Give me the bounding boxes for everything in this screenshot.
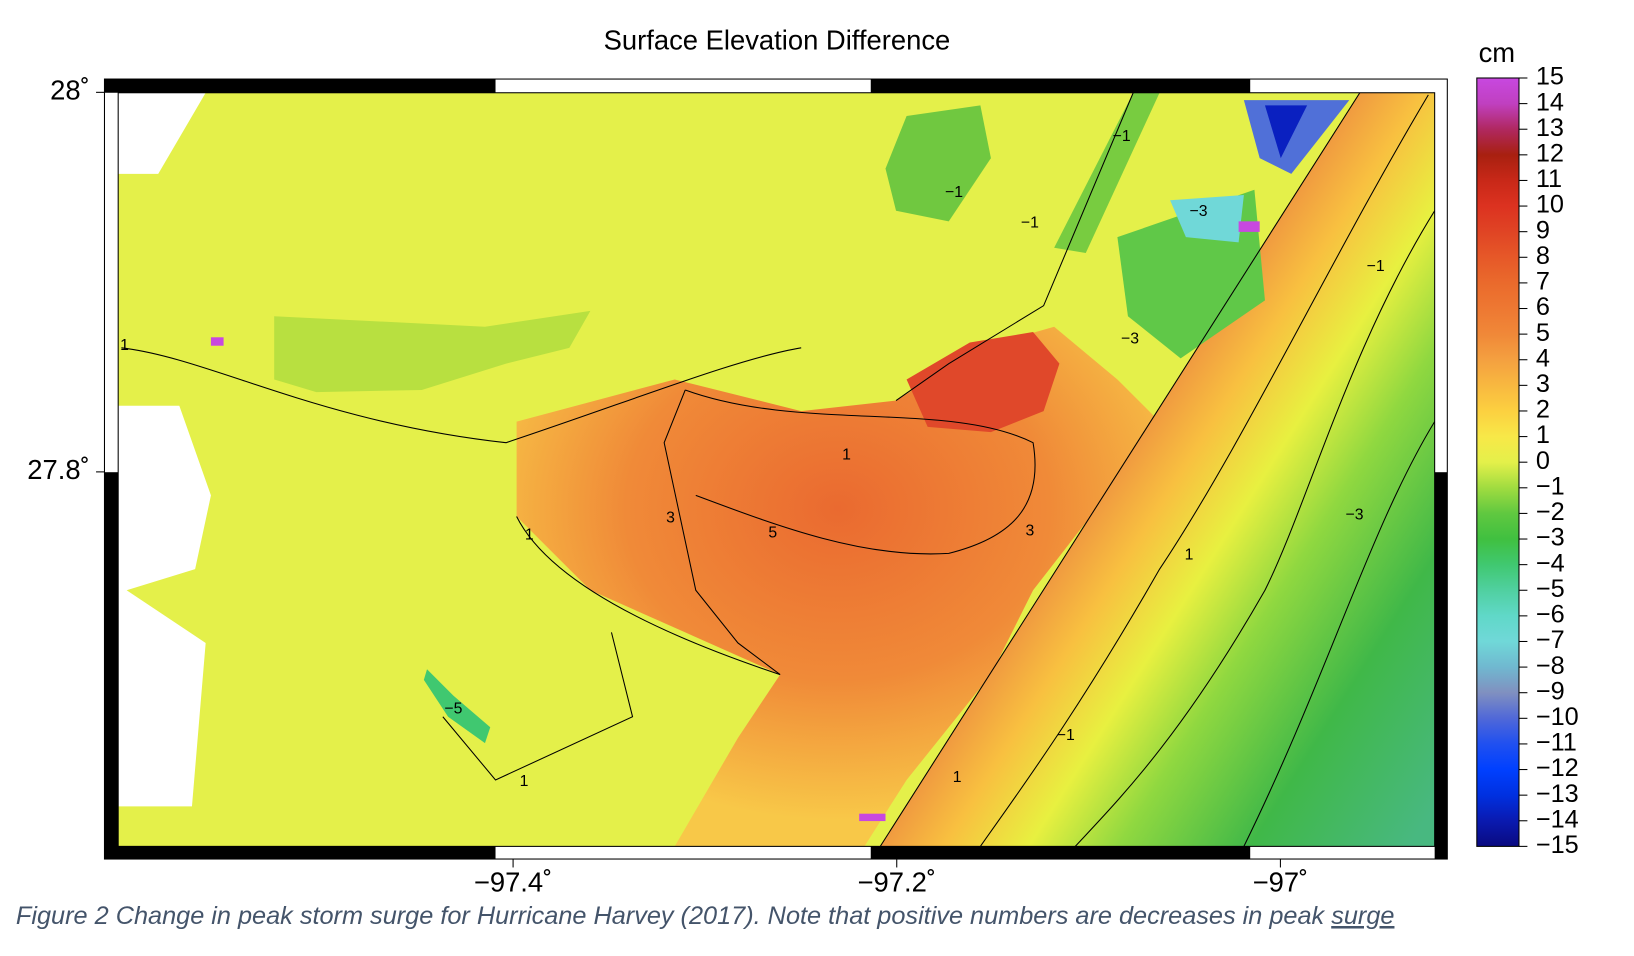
colorbar-tick-label: 2 [1536,396,1550,424]
map-frame [117,92,1436,847]
high-difference [859,813,886,822]
colorbar [1476,77,1520,847]
colorbar-tick-label: −13 [1536,780,1579,808]
colorbar-tick-label: −15 [1536,831,1579,859]
y-tick-label: 27.8˚ [27,454,89,485]
colorbar-tick-label: 5 [1536,319,1550,347]
contour-line [685,389,1036,555]
low-difference [423,669,491,744]
high-difference [906,332,1060,433]
contour-line [895,92,1134,401]
contour-label: 3 [1026,522,1035,539]
colorbar-tick-label: −12 [1536,754,1579,782]
contour-label: −3 [1190,203,1208,220]
colorbar-tick-label: −3 [1536,524,1565,552]
land [118,92,206,174]
coastline [879,92,1361,847]
contour-label: 1 [520,773,529,790]
frame-bar [104,846,496,860]
contour-line [663,389,781,675]
contour-label: −1 [1113,128,1131,145]
contour-label: −1 [1021,215,1039,232]
colorbar-tick-label: −8 [1536,652,1565,680]
colorbar-tick-label: 9 [1536,216,1550,244]
colorbar-tick-label: 15 [1536,63,1564,91]
contour-label: 1 [525,527,534,544]
y-tick-label: 28˚ [50,75,90,106]
colorbar-tick-label: 4 [1536,344,1550,372]
contour-line [121,347,802,444]
colorbar-tick-label: −14 [1536,805,1579,833]
contour-label: 1 [120,337,129,354]
contour-label: 3 [666,510,675,527]
contour-line [1243,421,1435,847]
colorbar-tick-label: −6 [1536,601,1565,629]
contour-line [1074,210,1435,847]
contour-label: 1 [842,447,851,464]
x-tick-label: −97.4˚ [474,867,552,898]
map-frame [103,78,1448,860]
colorbar-tick-label: −9 [1536,677,1565,705]
contour-label: −5 [444,701,462,718]
low-difference [885,105,991,222]
colorbar-tick-label: 3 [1536,370,1550,398]
colorbar-tick-label: 14 [1536,88,1564,116]
frame-bar [104,472,119,860]
low-difference [1170,194,1244,243]
colorbar-tick-label: 6 [1536,293,1550,321]
colorbar-tick-label: −5 [1536,575,1565,603]
colorbar-tick-label: 11 [1536,165,1562,193]
colorbar-tick-label: −10 [1536,703,1579,731]
frame-bar [104,79,496,93]
colorbar-tick-label: −11 [1536,729,1577,757]
colorbar-tick-label: 13 [1536,114,1564,142]
colorbar-tick-label: 7 [1536,268,1550,296]
contours [121,92,1435,847]
caption: Figure 2 Change in peak storm surge for … [16,902,1395,930]
contour-line [442,632,634,781]
map-title: Surface Elevation Difference [604,24,951,55]
colorbar-tick-label: −2 [1536,498,1565,526]
frame-bar [870,79,1251,93]
frame-bar [1434,472,1448,860]
contour-label: 1 [953,769,962,786]
low-difference [1264,105,1308,159]
map-area: 1 3 5 1 3 −1 −1 −1 −3 −3 1 −1 −1 1 −3 −5 1 1 [118,92,1435,847]
high-difference [1238,221,1260,232]
colorbar-tick-label: 12 [1536,140,1564,168]
caption-link: surge [1331,902,1394,930]
contour-line [979,94,1429,847]
contour-label: −1 [945,184,963,201]
contour-label: −3 [1346,507,1364,524]
colorbar-tick-label: −7 [1536,626,1565,654]
contour-labels: 1 3 5 1 3 −1 −1 −1 −3 −3 1 −1 −1 1 −3 −5 1 1 [120,128,1385,790]
x-tick-label: −97˚ [1253,867,1309,898]
gulf [880,92,1435,847]
colorbar-tick-label: 0 [1536,447,1550,475]
colorbar-tick-label: 10 [1536,191,1564,219]
x-tick-label: −97.2˚ [858,867,936,898]
contour-label: 5 [768,525,777,542]
colorbar-tick-label: −4 [1536,549,1565,577]
colorbar-tick-label: −1 [1536,472,1565,500]
colorbar-tick-label: 1 [1536,421,1550,449]
contour-label: −3 [1121,331,1139,348]
contour-line [516,516,781,676]
high-difference [210,337,224,346]
graticule-bars [104,79,1448,860]
contour-label: −1 [1057,727,1075,744]
colorbar-tick-label: 8 [1536,242,1550,270]
bay-surge [516,326,1160,847]
shallow-area [274,310,591,393]
land [118,405,211,807]
colorbar-label: cm [1479,37,1516,68]
frame-bar [870,846,1251,860]
caption-text: Figure 2 Change in peak storm surge for … [16,902,1331,930]
barrier-island [1054,92,1160,253]
contour-label: 1 [1185,547,1194,564]
contour-label: −1 [1367,258,1385,275]
